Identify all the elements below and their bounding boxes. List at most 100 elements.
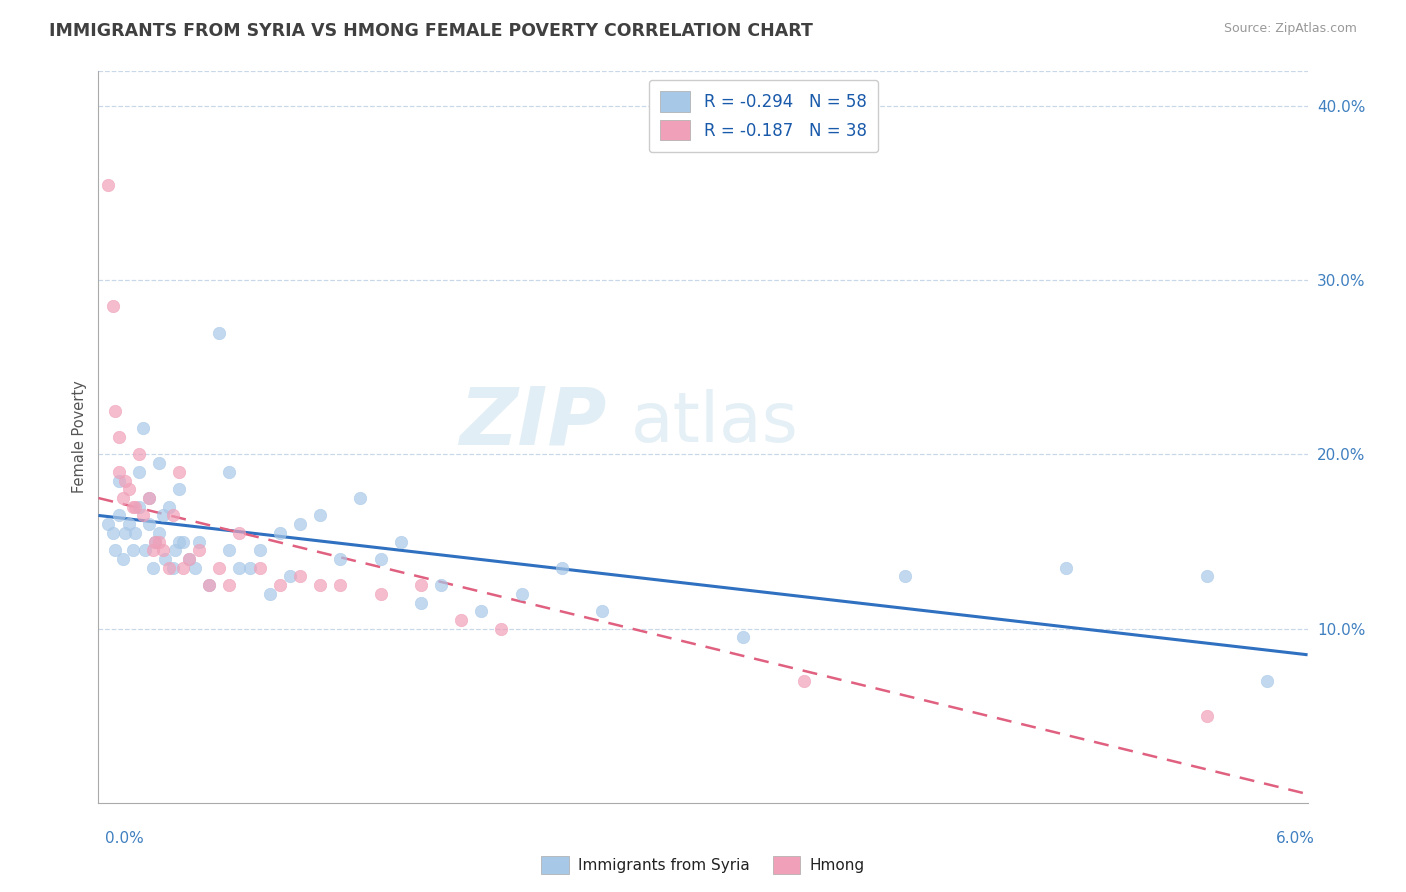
Point	[409, 578, 432, 592]
Point	[179, 552, 201, 566]
Text: ZIP: ZIP	[458, 384, 606, 461]
Point	[269, 525, 291, 540]
Point	[162, 508, 184, 523]
Point	[218, 578, 240, 592]
Point	[551, 560, 574, 574]
Point	[228, 560, 250, 574]
Point	[793, 673, 815, 688]
Point	[208, 560, 231, 574]
Point	[184, 560, 207, 574]
Point	[143, 534, 166, 549]
Point	[111, 491, 134, 505]
Point	[179, 552, 201, 566]
Point	[114, 474, 136, 488]
Point	[107, 508, 129, 523]
Point	[148, 525, 170, 540]
Point	[132, 508, 155, 523]
Point	[124, 500, 146, 514]
Point	[309, 578, 332, 592]
Point	[172, 560, 194, 574]
Point	[107, 465, 129, 479]
Point	[107, 430, 129, 444]
Point	[198, 578, 221, 592]
Point	[198, 578, 221, 592]
Point	[288, 517, 311, 532]
Point	[142, 560, 165, 574]
Point	[249, 560, 271, 574]
Point	[163, 543, 186, 558]
Point	[148, 534, 170, 549]
Point	[101, 300, 124, 314]
Point	[228, 525, 250, 540]
Text: atlas: atlas	[630, 389, 799, 456]
Legend: Immigrants from Syria, Hmong: Immigrants from Syria, Hmong	[536, 850, 870, 880]
Point	[218, 465, 240, 479]
Point	[269, 578, 291, 592]
Point	[152, 508, 174, 523]
Point	[114, 525, 136, 540]
Point	[591, 604, 613, 618]
Point	[1256, 673, 1278, 688]
Point	[142, 543, 165, 558]
Point	[128, 500, 150, 514]
Point	[1195, 708, 1218, 723]
Point	[121, 543, 143, 558]
Point	[157, 560, 180, 574]
Point	[239, 560, 262, 574]
Point	[188, 534, 211, 549]
Point	[124, 525, 146, 540]
Point	[148, 456, 170, 470]
Point	[370, 587, 392, 601]
Point	[329, 578, 352, 592]
Point	[143, 534, 166, 549]
Point	[107, 474, 129, 488]
Point	[128, 465, 150, 479]
Point	[893, 569, 915, 583]
Point	[491, 622, 513, 636]
Text: 6.0%: 6.0%	[1275, 831, 1315, 846]
Point	[733, 631, 755, 645]
Point	[208, 326, 231, 340]
Point	[409, 595, 432, 609]
Point	[249, 543, 271, 558]
Text: IMMIGRANTS FROM SYRIA VS HMONG FEMALE POVERTY CORRELATION CHART: IMMIGRANTS FROM SYRIA VS HMONG FEMALE PO…	[49, 22, 813, 40]
Point	[132, 421, 155, 435]
Point	[97, 517, 120, 532]
Point	[430, 578, 453, 592]
Point	[510, 587, 533, 601]
Point	[188, 543, 211, 558]
Point	[121, 500, 143, 514]
Point	[152, 543, 174, 558]
Y-axis label: Female Poverty: Female Poverty	[72, 381, 87, 493]
Point	[172, 534, 194, 549]
Point	[153, 552, 176, 566]
Point	[349, 491, 371, 505]
Point	[450, 613, 472, 627]
Point	[111, 552, 134, 566]
Point	[309, 508, 332, 523]
Point	[370, 552, 392, 566]
Point	[288, 569, 311, 583]
Point	[389, 534, 412, 549]
Point	[118, 483, 141, 497]
Point	[118, 517, 141, 532]
Point	[101, 525, 124, 540]
Point	[218, 543, 240, 558]
Point	[278, 569, 301, 583]
Text: Source: ZipAtlas.com: Source: ZipAtlas.com	[1223, 22, 1357, 36]
Point	[167, 534, 190, 549]
Point	[134, 543, 156, 558]
Point	[157, 500, 180, 514]
Point	[138, 517, 160, 532]
Point	[167, 465, 190, 479]
Point	[167, 483, 190, 497]
Point	[1054, 560, 1077, 574]
Point	[138, 491, 160, 505]
Legend: R = -0.294   N = 58, R = -0.187   N = 38: R = -0.294 N = 58, R = -0.187 N = 38	[648, 79, 879, 152]
Point	[1195, 569, 1218, 583]
Point	[329, 552, 352, 566]
Point	[138, 491, 160, 505]
Point	[97, 178, 120, 192]
Point	[470, 604, 492, 618]
Point	[103, 404, 125, 418]
